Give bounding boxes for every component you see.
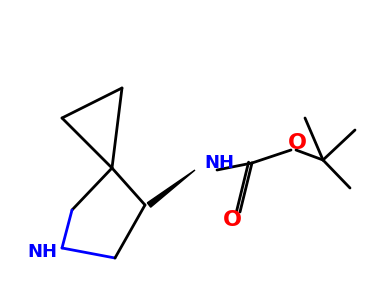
Text: NH: NH: [27, 243, 57, 261]
Text: NH: NH: [204, 154, 234, 172]
Text: O: O: [287, 133, 307, 153]
Polygon shape: [147, 170, 195, 207]
Text: O: O: [223, 210, 241, 230]
